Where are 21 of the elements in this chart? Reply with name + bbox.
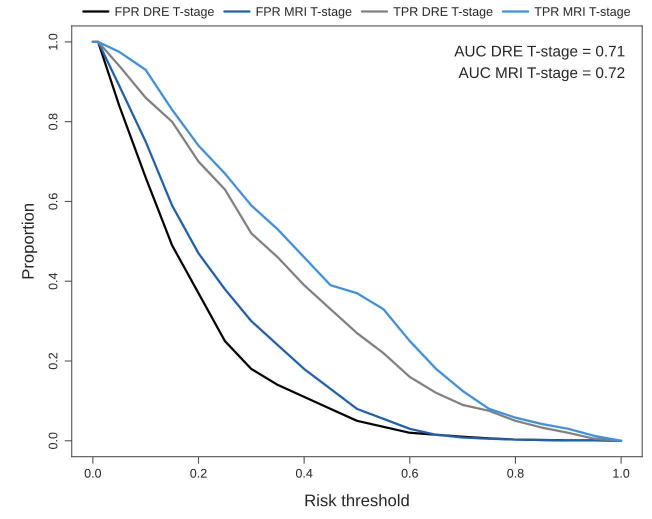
y-axis-title: Proportion [22,204,38,278]
annotation: AUC DRE T-stage = 0.71 [454,46,624,60]
legend-label: FPR DRE T-stage [116,7,214,18]
line-series [92,40,622,442]
x-tick-label: 0.8 [507,468,524,478]
x-tick-label: 0.6 [402,468,418,478]
y-tick-label: 1.0 [48,34,58,50]
annotation: AUC MRI T-stage = 0.72 [458,67,624,82]
y-tick-label: 0.0 [48,432,58,449]
legend-label: TPR DRE T-stage [394,7,492,18]
legend-label: TPR MRI T-stage [534,7,630,18]
x-tick-label: 0.0 [84,468,102,478]
x-tick-label: 1.0 [613,468,630,478]
legend-label: FPR MRI T-stage [256,7,352,18]
x-axis-title: Risk threshold [306,494,409,506]
y-tick-label: 0.2 [48,352,58,370]
y-tick-label: 0.6 [48,193,58,210]
y-tick-label: 0.4 [48,272,58,290]
y-tick-label: 0.8 [48,114,58,130]
x-tick-label: 0.4 [296,468,312,478]
x-tick-label: 0.2 [190,468,207,478]
